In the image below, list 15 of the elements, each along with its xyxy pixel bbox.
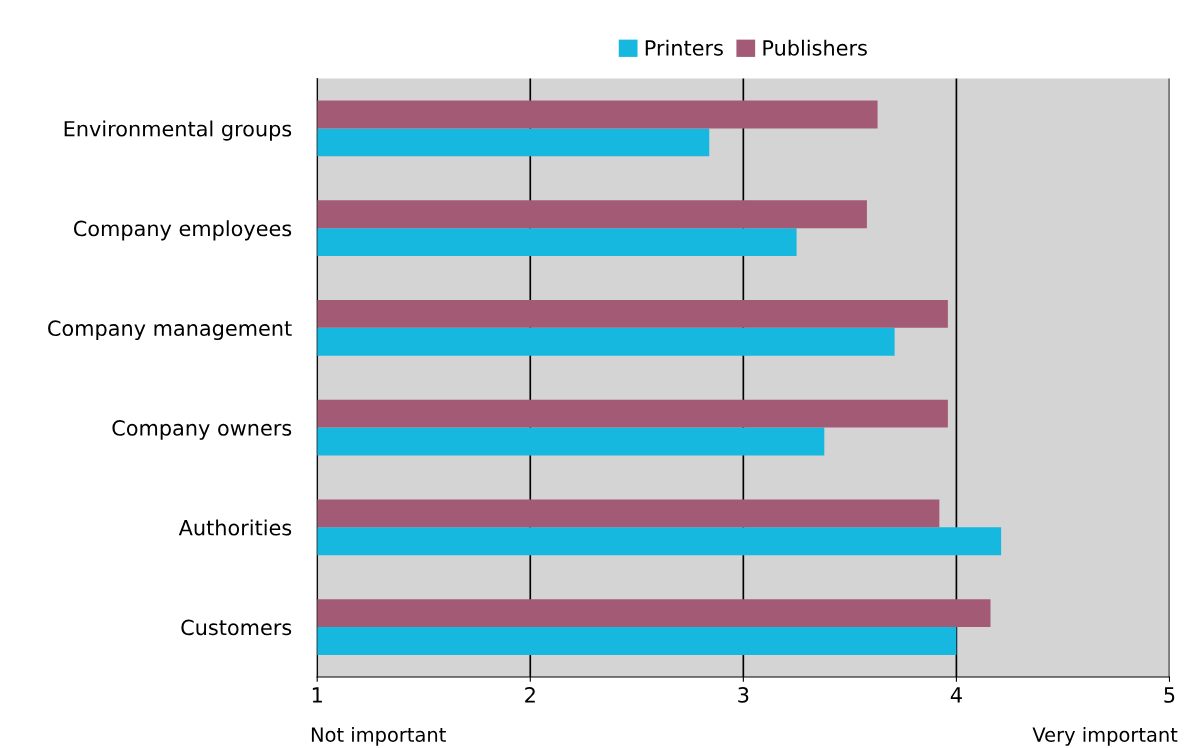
x-tick-label: 2: [525, 687, 535, 703]
legend-label: Printers: [645, 39, 723, 56]
legend-label: Publishers: [763, 39, 867, 56]
x-tick-label: 1: [312, 687, 322, 703]
y-tick-label: Customers: [181, 619, 292, 636]
y-tick-label: Company employees: [73, 220, 292, 241]
x-tick-label: 3: [738, 687, 749, 703]
text: Not important: [311, 726, 446, 746]
text: Very important: [1032, 726, 1178, 746]
y-tick-label: Authorities: [178, 519, 292, 536]
x-tick-label: 4: [950, 687, 962, 703]
y-tick-label: Company management: [48, 320, 292, 341]
y-tick-label: Environmental groups: [64, 120, 292, 141]
y-tick-label: Company owners: [112, 420, 292, 440]
x-tick-label: 5: [1164, 687, 1175, 703]
